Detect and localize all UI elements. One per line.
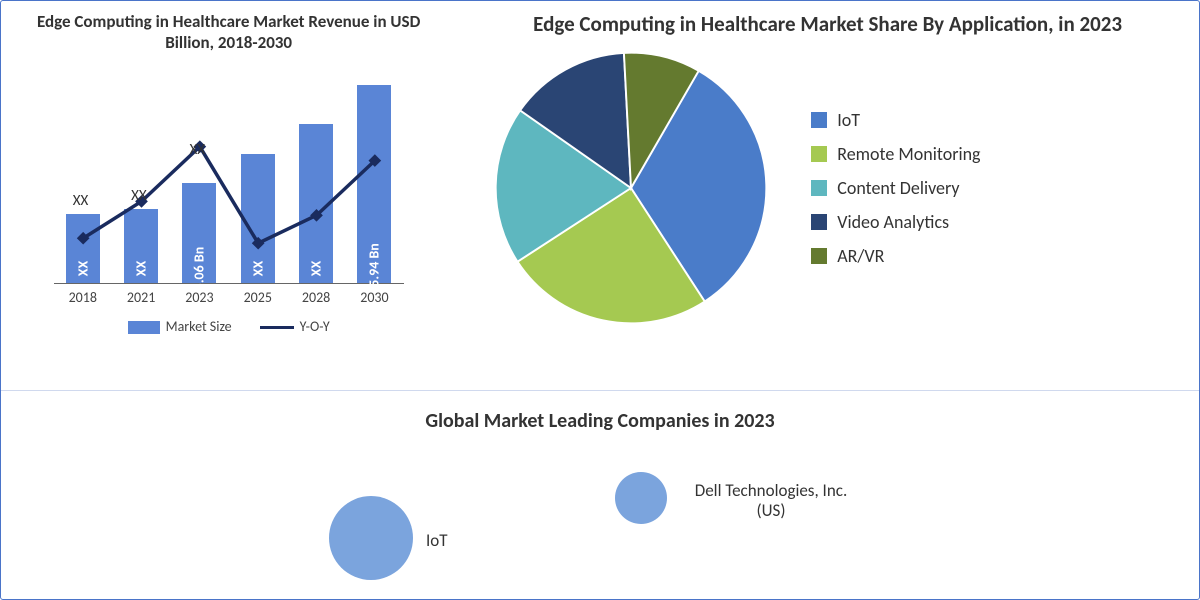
bar-chart-title: Edge Computing in Healthcare Market Reve… [19, 11, 438, 54]
pie-chart: Edge Computing in Healthcare Market Shar… [456, 1, 1199, 390]
pie-chart-title: Edge Computing in Healthcare Market Shar… [466, 11, 1189, 37]
bubble [329, 496, 413, 580]
legend-market-size: Market Size [166, 318, 232, 335]
bar-2025: XX [241, 154, 275, 283]
bar-2018: XX [66, 214, 100, 283]
bar-annotation: XX [189, 141, 205, 159]
bar-2030: 15.94 Bn [357, 85, 391, 283]
bar-2023: 5.06 Bn [182, 183, 216, 283]
bar-annotation: XX [131, 187, 147, 205]
bottom-title: Global Market Leading Companies in 2023 [1, 391, 1199, 433]
xaxis-label: 2025 [244, 289, 272, 306]
bar-2028: XX [299, 124, 333, 282]
pie-legend-item: Remote Monitoring [811, 143, 980, 165]
pie-legend-item: Content Delivery [811, 177, 980, 199]
pie-legend-item: Video Analytics [811, 211, 980, 233]
pie-legend-item: IoT [811, 109, 980, 131]
xaxis-label: 2021 [127, 289, 155, 306]
legend-yoy: Y-O-Y [300, 318, 330, 335]
xaxis-label: 2028 [302, 289, 330, 306]
pie-legend-item: AR/VR [811, 245, 980, 267]
xaxis-label: 2018 [69, 289, 97, 306]
bottom-section: Global Market Leading Companies in 2023 … [1, 391, 1199, 599]
bar-annotation: XX [73, 192, 89, 210]
xaxis-label: 2030 [360, 289, 388, 306]
bar-2021: XX [124, 209, 158, 282]
bubble [615, 472, 667, 524]
bubble-label: IoT [426, 531, 448, 551]
bar-line-chart: Edge Computing in Healthcare Market Reve… [1, 1, 456, 390]
bar-chart-legend: Market Size Y-O-Y [19, 318, 438, 335]
xaxis-label: 2023 [185, 289, 213, 306]
pie-chart-area [486, 43, 776, 333]
bar-chart-area: XXXX5.06 BnXXXX15.94 Bn XXXXXX 201820212… [54, 62, 404, 302]
bubble-label: Dell Technologies, Inc. (US) [681, 481, 861, 522]
bar-chart-plot: XXXX5.06 BnXXXX15.94 Bn XXXXXX [54, 79, 404, 284]
pie-legend: IoT Remote Monitoring Content Delivery Vide… [811, 97, 980, 279]
bubble-area: IoT Dell Technologies, Inc. (US) [1, 433, 1199, 583]
